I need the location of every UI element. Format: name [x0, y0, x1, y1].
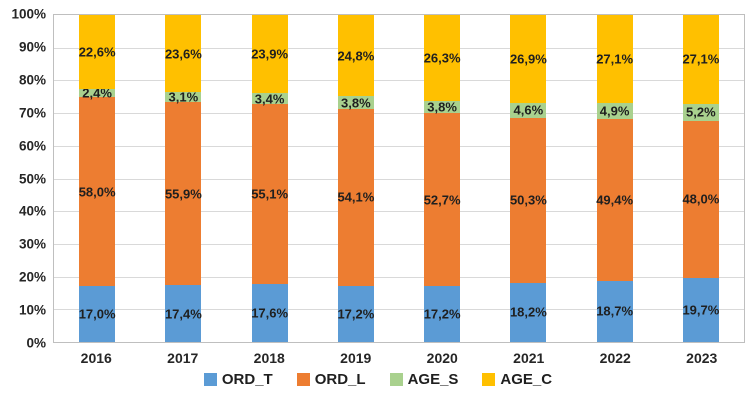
x-label-2019: 2019 [340, 350, 372, 366]
segment-ORD_L-2019 [337, 108, 374, 286]
legend-label: ORD_T [221, 371, 273, 388]
segment-AGE_S-2022 [596, 103, 633, 120]
bar-2022: 18,7% 49,4% 4,9% 27,1% [596, 14, 633, 342]
bar-slot-2021: 18,2% 50,3% 4,6% 26,9% [485, 15, 571, 342]
x-label-2020: 2020 [426, 350, 458, 366]
bar-slot-2017: 17,4% 55,9% 3,1% 23,6% [140, 15, 226, 342]
y-tick-label: 90% [18, 39, 46, 55]
gridline [54, 145, 744, 147]
gridline [54, 80, 744, 82]
segment-ORD_L-2021 [510, 118, 547, 283]
gridline [54, 113, 744, 115]
segment-AGE_C-2023 [682, 15, 719, 104]
segment-ORD_L-2017 [165, 102, 202, 286]
y-axis: 0% 10% 20% 30% 40% 50% 60% 70% 80% 90% 100% [0, 7, 46, 349]
segment-ORD_T-2023 [682, 277, 719, 342]
legend-swatch-icon [482, 373, 496, 386]
y-tick-label: 50% [18, 170, 46, 186]
bar-2017: 17,4% 55,9% 3,1% 23,6% [165, 15, 202, 342]
segment-ORD_L-2020 [424, 113, 461, 286]
legend-swatch-icon [389, 373, 403, 386]
segment-AGE_C-2019 [337, 15, 374, 97]
segment-AGE_S-2019 [337, 96, 374, 109]
gridline [54, 243, 744, 245]
bar-2021: 18,2% 50,3% 4,6% 26,9% [510, 15, 547, 342]
bar-slot-2016: 17,0% 58,0% 2,4% 22,6% [54, 15, 140, 342]
segment-AGE_C-2016 [79, 15, 116, 89]
x-label-2018: 2018 [253, 350, 285, 366]
bar-slot-2020: 17,2% 52,7% 3,8% 26,3% [399, 15, 485, 342]
segment-ORD_L-2022 [596, 119, 633, 281]
bar-2023: 19,7% 48,0% 5,2% 27,1% [682, 15, 719, 342]
y-tick-label: 10% [18, 302, 46, 318]
y-tick-label: 100% [11, 6, 46, 22]
segment-AGE_C-2022 [596, 14, 633, 104]
segment-ORD_T-2022 [596, 280, 633, 342]
legend-item-ORD_T: ORD_T [203, 371, 273, 388]
gridline [54, 276, 744, 278]
legend-swatch-icon [296, 373, 310, 386]
x-axis: 2016 2017 2018 2019 2020 2021 2022 2023 [53, 350, 745, 366]
x-label-2016: 2016 [80, 350, 112, 366]
y-tick-label: 60% [18, 137, 46, 153]
y-tick-label: 40% [18, 203, 46, 219]
segment-AGE_C-2021 [510, 15, 547, 103]
segment-AGE_S-2020 [424, 101, 461, 114]
legend-label: AGE_S [407, 371, 459, 388]
segment-ORD_L-2018 [251, 104, 288, 285]
y-tick-label: 80% [18, 72, 46, 88]
x-label-2023: 2023 [686, 350, 718, 366]
segment-AGE_S-2023 [682, 103, 719, 121]
segment-AGE_C-2018 [251, 15, 288, 94]
legend-item-AGE_C: AGE_C [482, 372, 552, 387]
segment-ORD_T-2019 [337, 285, 374, 342]
legend-swatch-icon [203, 373, 217, 386]
legend: ORD_T ORD_L AGE_S AGE_C [0, 372, 756, 387]
segment-AGE_S-2018 [251, 93, 288, 105]
segment-ORD_L-2016 [79, 96, 116, 287]
gridline [54, 178, 744, 180]
segment-AGE_S-2017 [165, 92, 202, 103]
segment-ORD_T-2021 [510, 282, 547, 342]
bar-2019: 17,2% 54,1% 3,8% 24,8% [337, 15, 374, 342]
x-label-2022: 2022 [599, 350, 631, 366]
bar-slot-2023: 19,7% 48,0% 5,2% 27,1% [658, 15, 744, 342]
segment-AGE_S-2021 [510, 102, 547, 119]
legend-label: AGE_C [500, 371, 553, 388]
plot-area: 17,0% 58,0% 2,4% 22,6% 17,4% 55,9% 3,1% 23,6% 17… [53, 14, 745, 343]
y-tick-label: 20% [18, 269, 46, 285]
segment-ORD_T-2018 [251, 284, 288, 342]
bar-slot-2019: 17,2% 54,1% 3,8% 24,8% [313, 15, 399, 342]
segment-AGE_C-2020 [424, 15, 461, 102]
x-label-2017: 2017 [167, 350, 199, 366]
y-tick-label: 30% [18, 236, 46, 252]
segment-AGE_S-2016 [79, 88, 116, 97]
gridline [54, 47, 744, 49]
x-label-2021: 2021 [513, 350, 545, 366]
segment-ORD_T-2017 [165, 285, 202, 342]
y-tick-label: 70% [18, 104, 46, 120]
bar-slot-2022: 18,7% 49,4% 4,9% 27,1% [572, 14, 658, 342]
segment-AGE_C-2017 [165, 15, 202, 93]
gridline [54, 309, 744, 311]
bar-slot-2018: 17,6% 55,1% 3,4% 23,9% [227, 15, 313, 342]
bar-2016: 17,0% 58,0% 2,4% 22,6% [79, 15, 116, 342]
bars-container: 17,0% 58,0% 2,4% 22,6% 17,4% 55,9% 3,1% 23,6% 17… [54, 14, 744, 342]
y-tick-label: 0% [26, 335, 46, 351]
legend-item-AGE_S: AGE_S [389, 371, 459, 388]
bar-2020: 17,2% 52,7% 3,8% 26,3% [424, 15, 461, 342]
bar-2018: 17,6% 55,1% 3,4% 23,9% [251, 15, 288, 342]
segment-ORD_T-2020 [424, 285, 461, 342]
segment-ORD_L-2023 [682, 120, 719, 278]
segment-ORD_T-2016 [79, 286, 116, 342]
legend-label: ORD_L [314, 371, 366, 388]
gridline [54, 211, 744, 213]
legend-item-ORD_L: ORD_L [296, 371, 366, 388]
